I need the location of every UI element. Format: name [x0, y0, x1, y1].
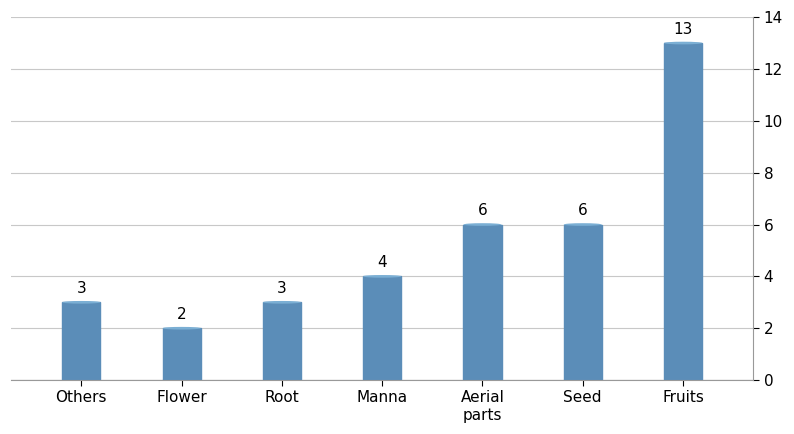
Bar [564, 224, 602, 380]
Text: 6: 6 [578, 203, 588, 218]
Ellipse shape [464, 223, 502, 226]
Bar [464, 224, 502, 380]
Text: 13: 13 [673, 22, 692, 36]
Bar [263, 302, 301, 380]
Bar [664, 43, 702, 380]
Text: 3: 3 [277, 281, 287, 296]
Text: 4: 4 [377, 255, 387, 270]
Ellipse shape [664, 42, 702, 44]
Ellipse shape [263, 379, 301, 381]
Ellipse shape [263, 301, 301, 304]
Ellipse shape [664, 379, 702, 381]
Ellipse shape [62, 301, 100, 304]
Bar [62, 302, 100, 380]
Ellipse shape [363, 379, 401, 381]
Ellipse shape [564, 379, 602, 381]
Ellipse shape [564, 223, 602, 226]
Ellipse shape [163, 379, 201, 381]
Ellipse shape [363, 275, 401, 278]
Ellipse shape [163, 327, 201, 329]
Text: 6: 6 [477, 203, 488, 218]
Bar [363, 276, 401, 380]
Text: 3: 3 [76, 281, 87, 296]
Ellipse shape [62, 379, 100, 381]
Text: 2: 2 [177, 307, 187, 322]
Bar [163, 328, 201, 380]
Ellipse shape [464, 379, 502, 381]
